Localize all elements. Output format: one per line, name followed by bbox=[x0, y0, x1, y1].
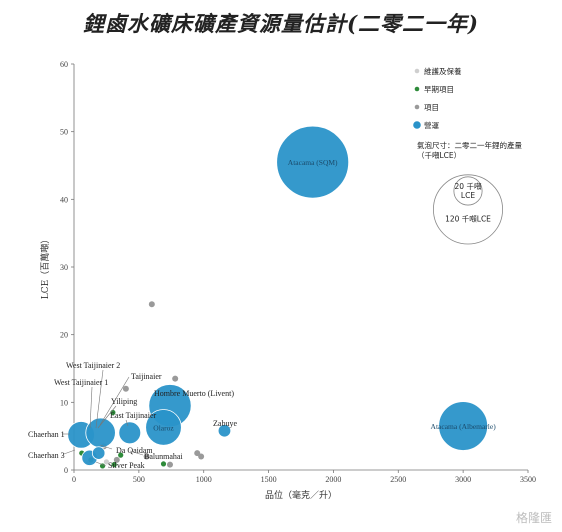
legend-size-circle bbox=[453, 176, 483, 206]
data-point bbox=[143, 453, 150, 460]
point-label: Da Qaidam bbox=[116, 446, 153, 455]
legend-size-label: 120 千噸LCE bbox=[445, 213, 491, 223]
data-point bbox=[198, 453, 205, 460]
data-point bbox=[145, 409, 182, 446]
legend-marker bbox=[414, 86, 420, 92]
data-point bbox=[122, 385, 129, 392]
point-label: Yiliping bbox=[111, 397, 137, 406]
data-point bbox=[438, 401, 489, 451]
point-label: West Taijinaier 2 bbox=[66, 361, 120, 370]
point-label: Zabuye bbox=[213, 419, 237, 428]
point-label: Chaerhan 3 bbox=[28, 451, 65, 460]
legend-label: 維護及保養 bbox=[424, 66, 462, 76]
data-point bbox=[113, 456, 120, 463]
x-tick-label: 3000 bbox=[455, 475, 471, 484]
bubble-label: Atacama (Albemarle) bbox=[431, 422, 497, 431]
data-point bbox=[103, 459, 110, 465]
leader-line bbox=[95, 369, 104, 429]
y-tick-label: 50 bbox=[60, 128, 68, 137]
legend-size-label: 20 千噸 bbox=[455, 181, 482, 191]
legend-size-circle bbox=[433, 174, 503, 245]
legend-size-label: LCE bbox=[461, 191, 475, 200]
x-tick-label: 3500 bbox=[520, 475, 536, 484]
bubble-label: Atacama (SQM) bbox=[288, 158, 338, 167]
legend-label: 項目 bbox=[424, 103, 439, 112]
y-tick-label: 0 bbox=[64, 466, 68, 475]
leader-line bbox=[129, 450, 144, 456]
point-label: Balunmahai bbox=[144, 452, 183, 461]
legend-size-note: 氣泡尺寸：二零二一年鋰的產量（千噸LCE） bbox=[417, 140, 522, 160]
legend-marker bbox=[414, 104, 420, 110]
x-axis-title: 品位（毫克／升） bbox=[265, 489, 337, 501]
point-label: Silver Peak bbox=[108, 461, 145, 470]
data-point bbox=[217, 424, 232, 438]
data-point bbox=[91, 446, 106, 460]
x-tick-label: 1500 bbox=[261, 475, 277, 484]
data-point bbox=[148, 301, 155, 308]
leader-line bbox=[125, 419, 129, 427]
x-tick-label: 2000 bbox=[325, 475, 341, 484]
x-tick-label: 0 bbox=[72, 475, 76, 484]
data-point bbox=[166, 461, 173, 468]
y-tick-label: 30 bbox=[60, 263, 68, 272]
data-point bbox=[160, 461, 167, 467]
point-label: Chaerhan 1 bbox=[28, 430, 65, 439]
leader-line bbox=[97, 405, 117, 429]
leader-line bbox=[89, 386, 93, 429]
x-tick-label: 500 bbox=[133, 475, 145, 484]
point-label: East Taijinaier bbox=[110, 411, 157, 420]
legend-label: 營運 bbox=[424, 120, 439, 130]
chart-title: 鋰鹵水礦床礦產資源量估計(二零二一年) bbox=[83, 11, 479, 36]
y-tick-label: 40 bbox=[60, 195, 68, 204]
watermark: 格隆匯 bbox=[515, 511, 552, 525]
y-tick-label: 10 bbox=[60, 398, 68, 407]
x-tick-label: 1000 bbox=[196, 475, 212, 484]
leader-line bbox=[95, 461, 107, 467]
data-point bbox=[194, 450, 201, 457]
data-point bbox=[99, 463, 106, 469]
point-label: Hombre Muerto (Livent) bbox=[154, 389, 234, 398]
data-point bbox=[111, 461, 117, 468]
leader-line bbox=[63, 449, 76, 455]
bubble-label: Olaroz bbox=[153, 423, 174, 432]
data-point bbox=[118, 421, 142, 445]
y-axis-title: LCE（百萬噸） bbox=[39, 235, 51, 299]
x-tick-label: 2500 bbox=[390, 475, 406, 484]
legend-marker bbox=[414, 68, 420, 74]
legend-marker bbox=[413, 121, 421, 129]
y-tick-label: 20 bbox=[60, 331, 68, 340]
data-point bbox=[172, 375, 179, 382]
leader-line bbox=[99, 444, 113, 450]
point-label: West Taijinaier 1 bbox=[54, 378, 108, 387]
data-point bbox=[276, 125, 350, 199]
point-label: Taijinaier bbox=[131, 372, 162, 381]
leader-line bbox=[99, 376, 130, 426]
legend-label: 早期項目 bbox=[424, 85, 454, 94]
y-tick-label: 60 bbox=[60, 60, 68, 69]
data-point bbox=[118, 452, 124, 458]
